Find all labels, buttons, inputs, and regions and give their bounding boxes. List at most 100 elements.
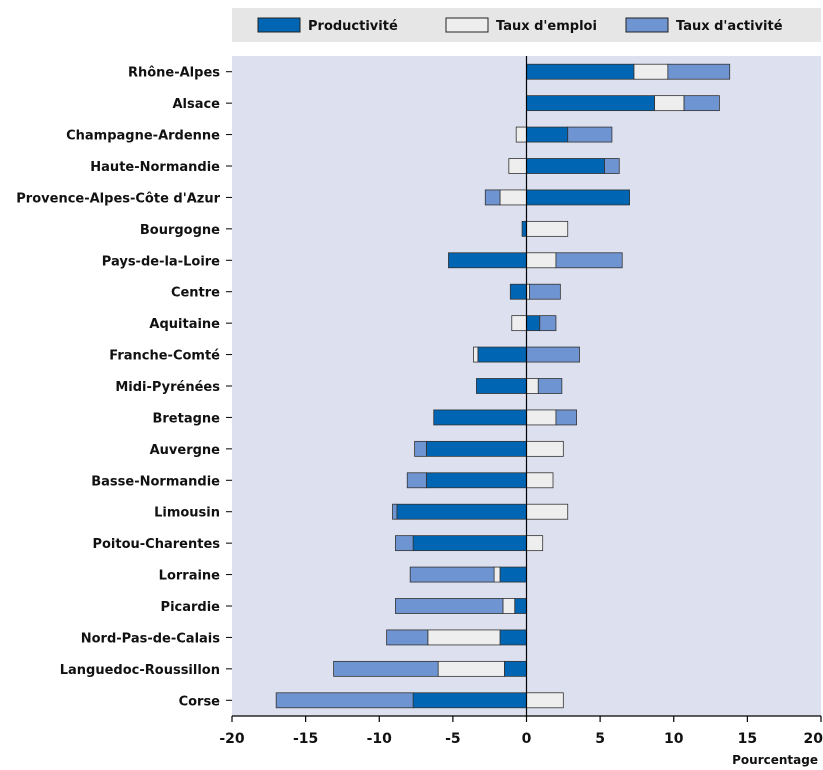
category-label-alsace: Alsace [172,97,220,112]
bar-limousin-taux-d-activite [392,503,398,520]
bar-poitou-charentes-taux-d-activite [395,535,414,552]
bar-provence-alpes-cote-d-azur-productivite [526,189,630,206]
bar-languedoc-roussillon-taux-d-emploi [437,660,505,677]
bar-languedoc-roussillon-productivite [504,660,527,677]
bar-limousin-productivite [396,503,527,520]
bar-champagne-ardenne-productivite [526,126,569,143]
x-axis: -20 -15 -10 -5 0 5 10 15 20 [219,56,823,747]
x-tick-label: 15 [738,731,757,747]
bar-pays-de-la-loire-taux-d-emploi [526,252,557,269]
bar-centre-productivite [509,283,527,300]
category-label-poitou-charentes: Poitou-Charentes [92,537,220,552]
bar-bretagne-taux-d-emploi [526,409,557,426]
category-label-haute-normandie: Haute-Normandie [90,160,220,175]
bar-franche-comte-productivite [477,346,527,363]
bar-corse-productivite [412,692,527,709]
bar-franche-comte-taux-d-emploi [473,346,479,363]
bar-picardie-taux-d-emploi [502,598,516,614]
category-label-rhone-alpes: Rhône-Alpes [128,66,220,81]
bar-bretagne-productivite [433,409,527,426]
bar-bourgogne-taux-d-emploi [526,220,569,237]
legend-swatch-productivite [257,17,301,33]
bar-nord-pas-de-calais-productivite [499,629,527,646]
bar-nord-pas-de-calais-taux-d-emploi [427,629,501,646]
category-label-midi-pyrenees: Midi-Pyrénées [115,380,220,395]
bar-centre-taux-d-activite [529,283,561,300]
legend-swatch-taux-d-activite [625,17,669,33]
category-label-picardie: Picardie [161,600,221,615]
bar-poitou-charentes-taux-d-emploi [526,535,544,552]
category-label-basse-normandie: Basse-Normandie [91,474,220,489]
category-label-languedoc-roussillon: Languedoc-Roussillon [60,663,220,678]
x-tick-label: 10 [664,731,684,747]
bar-midi-pyrenees-productivite [476,378,527,394]
bar-picardie-taux-d-activite [395,598,504,614]
bar-auvergne-productivite [425,440,527,457]
bar-alsace-taux-d-activite [683,95,720,112]
bar-basse-normandie-productivite [425,472,527,489]
bar-champagne-ardenne-taux-d-activite [567,126,613,143]
bar-bretagne-taux-d-activite [555,409,577,426]
bar-provence-alpes-cote-d-azur-taux-d-emploi [499,189,527,206]
category-label-champagne-ardenne: Champagne-Ardenne [66,129,220,144]
bar-lorraine-taux-d-emploi [493,566,501,583]
bar-aquitaine-productivite [526,315,541,332]
category-label-pays-de-la-loire: Pays-de-la-Loire [102,254,220,269]
legend-label-taux-d-emploi: Taux d'emploi [496,19,597,34]
bar-corse-taux-d-activite [275,692,414,709]
bar-basse-normandie-taux-d-emploi [526,472,554,489]
bar-auvergne-taux-d-activite [414,440,427,457]
bar-rhone-alpes-taux-d-activite [667,63,731,80]
x-axis-label: Pourcentage [732,753,818,767]
category-label-lorraine: Lorraine [159,569,221,584]
bar-provence-alpes-cote-d-azur-taux-d-activite [484,189,501,206]
legend-label-productivite: Productivité [308,19,398,34]
bar-haute-normandie-productivite [526,158,605,174]
bar-basse-normandie-taux-d-activite [406,472,427,489]
category-label-aquitaine: Aquitaine [149,317,220,332]
x-tick-label: 5 [595,731,605,747]
category-label-bourgogne: Bourgogne [140,223,220,238]
bar-languedoc-roussillon-taux-d-activite [333,660,439,677]
bar-rhone-alpes-productivite [526,63,635,80]
category-label-auvergne: Auvergne [150,443,221,458]
legend: Productivité Taux d'emploi Taux d'activité [257,17,783,34]
x-tick-label: 20 [804,731,823,747]
bar-pays-de-la-loire-taux-d-activite [555,252,623,269]
bar-lorraine-productivite [499,566,527,583]
x-tick-label: -20 [219,731,245,747]
category-label-bretagne: Bretagne [152,411,220,426]
bar-lorraine-taux-d-activite [409,566,495,583]
bar-haute-normandie-taux-d-activite [604,158,620,174]
bar-limousin-taux-d-emploi [526,503,569,520]
bar-auvergne-taux-d-emploi [526,440,564,457]
category-label-limousin: Limousin [154,506,220,521]
category-label-nord-pas-de-calais: Nord-Pas-de-Calais [81,631,221,646]
x-tick-label: -15 [293,731,318,747]
bar-midi-pyrenees-taux-d-activite [537,378,563,394]
x-tick-label: -5 [445,731,461,747]
bar-aquitaine-taux-d-activite [539,315,557,332]
bar-bourgogne-productivite [521,220,527,237]
bar-alsace-productivite [526,95,656,112]
category-label-provence-alpes-cote-d-azur: Provence-Alpes-Côte d'Azur [16,191,220,206]
x-tick-label: 0 [522,731,532,747]
bar-picardie-productivite [514,598,527,614]
category-label-centre: Centre [171,286,220,301]
category-labels: Rhône-Alpes Alsace Champagne-Ardenne Haute-… [16,66,232,709]
legend-swatch-taux-d-emploi [445,17,489,33]
bar-poitou-charentes-productivite [412,535,527,552]
x-tick-label: -10 [367,731,393,747]
bar-haute-normandie-taux-d-emploi [508,158,527,174]
bar-champagne-ardenne-taux-d-emploi [515,126,527,143]
bar-aquitaine-taux-d-emploi [511,315,527,332]
bar-pays-de-la-loire-productivite [448,252,527,269]
legend-label-taux-d-activite: Taux d'activité [676,19,783,34]
bar-franche-comte-taux-d-activite [526,346,580,363]
bar-rhone-alpes-taux-d-emploi [633,63,669,80]
bar-alsace-taux-d-emploi [654,95,685,112]
bar-corse-taux-d-emploi [526,692,564,709]
category-label-corse: Corse [179,694,221,709]
